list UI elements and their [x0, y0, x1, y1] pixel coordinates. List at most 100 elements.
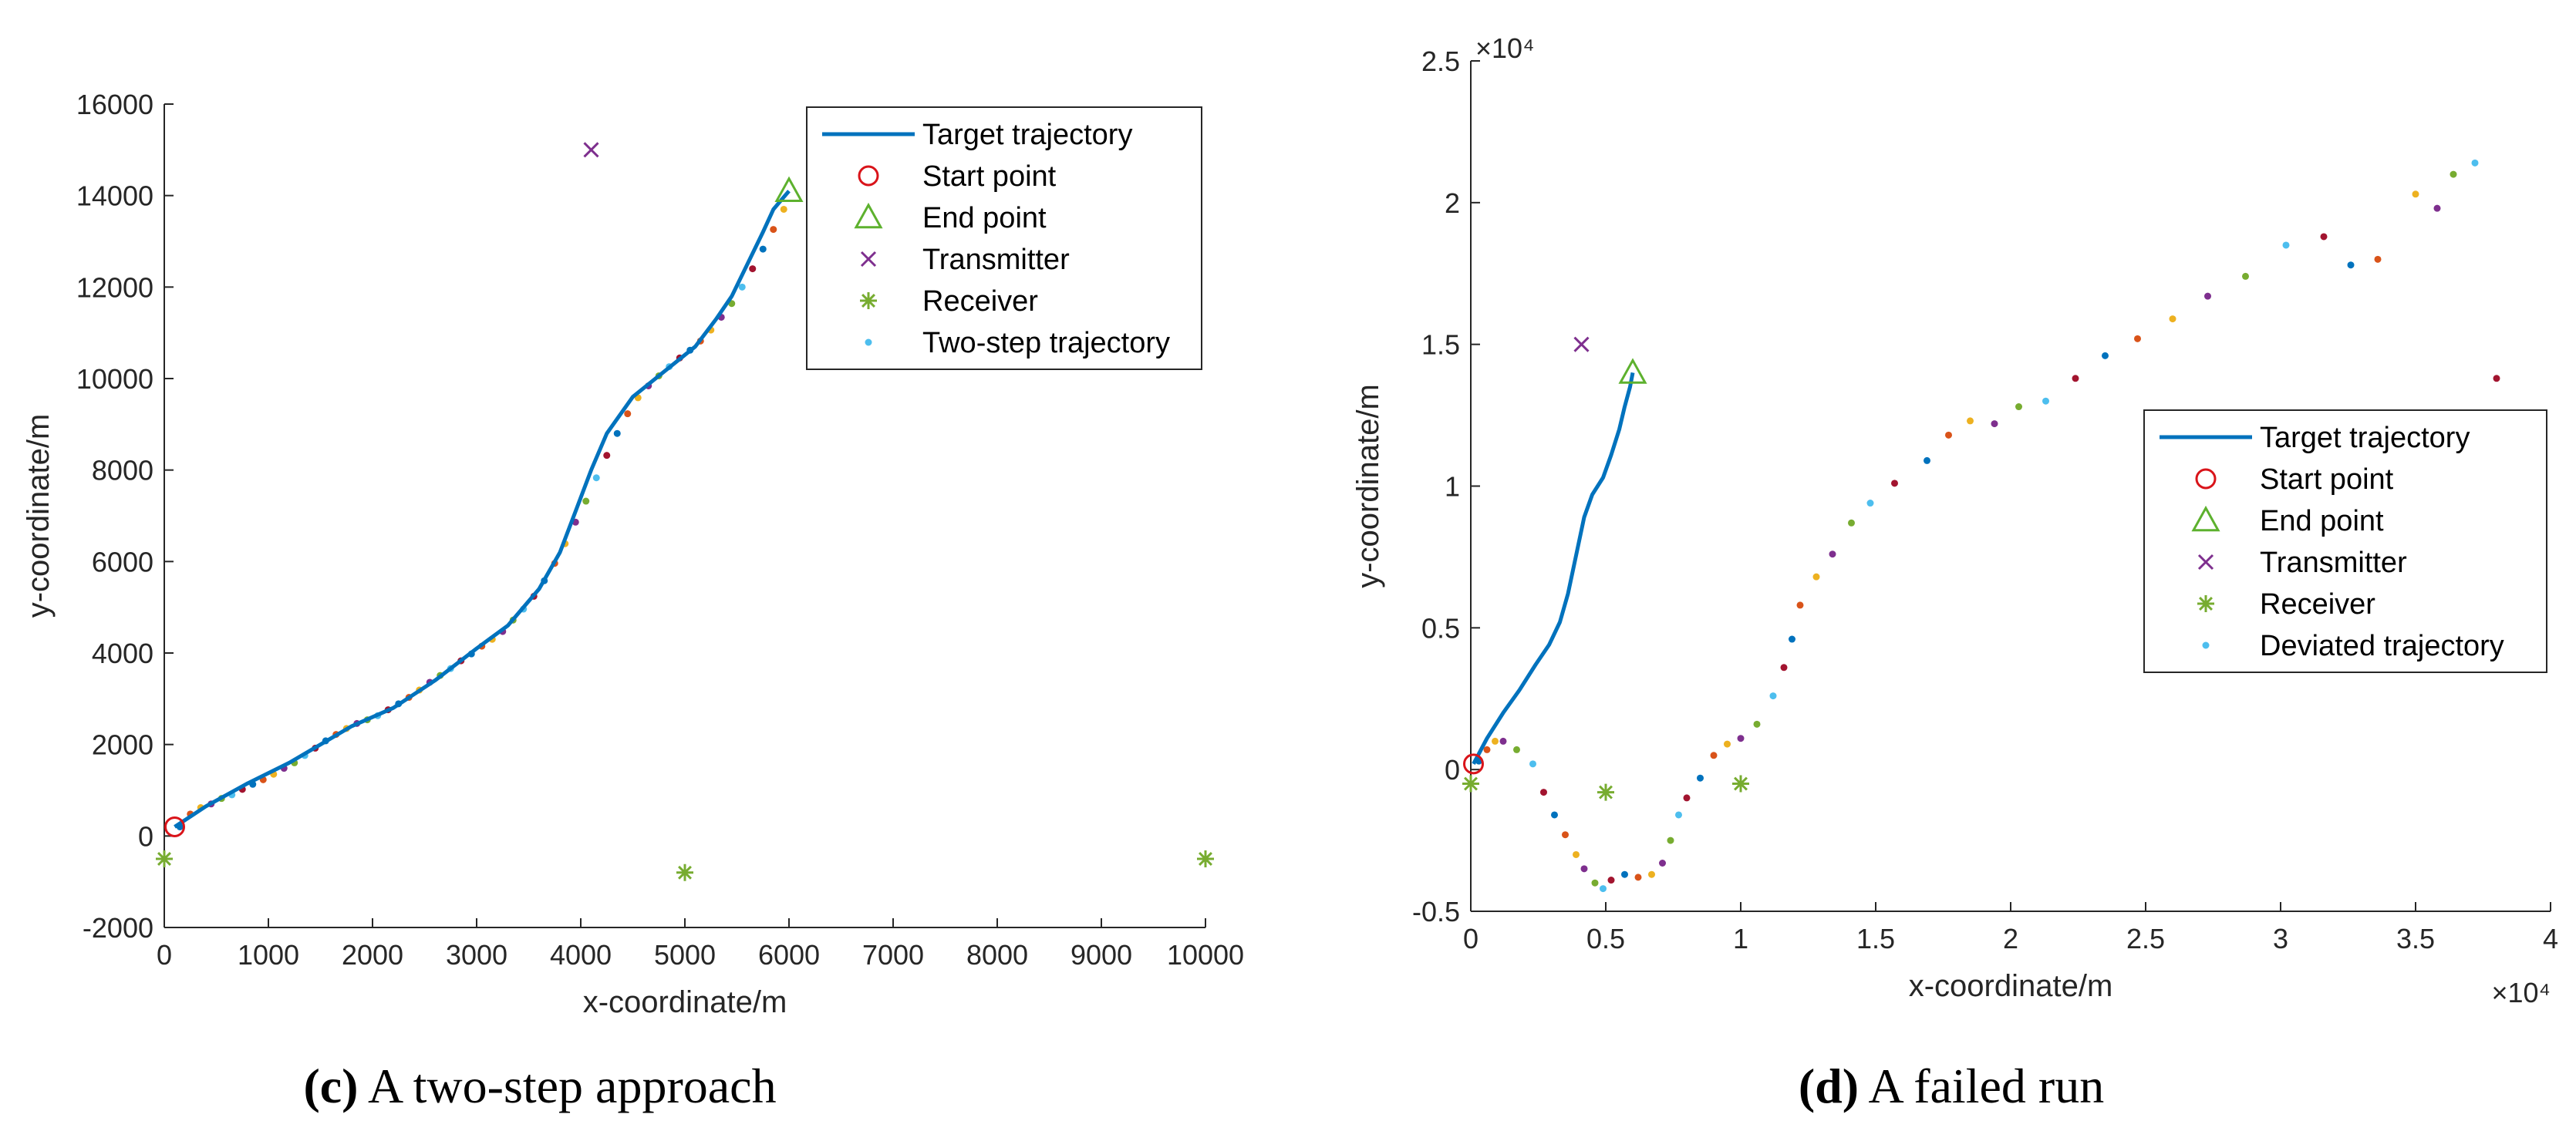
transmitter-marker — [583, 142, 599, 158]
trajectory-dot — [1675, 811, 1682, 819]
legend-label: Target trajectory — [2260, 422, 2470, 454]
trajectory-dot — [1562, 831, 1569, 839]
trajectory-dot — [1540, 789, 1547, 796]
x-tick-label: 3000 — [446, 939, 507, 971]
x-axis-multiplier: ×10⁴ — [2491, 977, 2551, 1008]
legend-label: Receiver — [2260, 588, 2375, 621]
x-tick-label: 9000 — [1071, 939, 1132, 971]
y-tick-label: 2 — [1445, 187, 1460, 219]
trajectory-dot — [1621, 870, 1628, 878]
trajectory-dot — [1924, 456, 1930, 464]
trajectory-dot — [2450, 170, 2457, 178]
trajectory-dot — [1737, 735, 1745, 742]
trajectory-dot — [2493, 375, 2500, 382]
receiver-marker — [1597, 783, 1614, 801]
x-tick-label: 1000 — [238, 939, 299, 971]
receiver-marker — [1197, 850, 1214, 867]
receiver-marker — [1462, 775, 1479, 793]
trajectory-dot — [1551, 811, 1558, 819]
x-tick-label: 4 — [2543, 923, 2558, 954]
trajectory-dot — [1945, 431, 1952, 439]
legend-swatch-rx — [2197, 595, 2214, 612]
trajectory-dot — [1697, 774, 1704, 782]
legend-swatch-end — [854, 202, 883, 229]
y-tick-label: 16000 — [76, 89, 153, 120]
y-tick-label: 14000 — [76, 180, 153, 212]
caption-c: (c) A two-step approach — [303, 1059, 776, 1113]
legend-label: Target trajectory — [922, 119, 1132, 151]
trajectory-dot — [1683, 794, 1691, 802]
trajectory-dot — [2102, 352, 2109, 359]
y-tick-label: 4000 — [92, 638, 153, 669]
x-tick-label: 3 — [2273, 923, 2288, 954]
trajectory-dot — [1789, 635, 1795, 643]
trajectory-dot — [2282, 241, 2290, 249]
x-tick-label: 7000 — [862, 939, 924, 971]
panel-c-two-step-approach: 0 1000 2000 3000 4000 5000 6000 7000 8000 9000 100… — [22, 89, 1244, 1019]
y-tick-label: 12000 — [76, 271, 153, 303]
x-tick-label: 5000 — [654, 939, 716, 971]
panel-d-failed-run: 0 0.5 1 1.5 2 2.5 3 3.5 4-0.500.511.522.5x-coord… — [1351, 32, 2558, 1008]
transmitter-marker — [1573, 336, 1590, 352]
x-tick-label: 1.5 — [1856, 923, 1895, 954]
y-tick-label: 2000 — [92, 729, 153, 761]
y-tick-label: 0 — [1445, 754, 1460, 786]
trajectory-dot — [1796, 601, 1804, 609]
trajectory-dot — [2042, 397, 2049, 405]
trajectory-dot — [2169, 315, 2176, 323]
trajectory-dot — [1848, 519, 1855, 527]
trajectory-dot — [1529, 760, 1536, 768]
trajectory-dot — [1812, 573, 1820, 581]
y-tick-label: -0.5 — [1412, 896, 1460, 927]
trajectory-dot — [1499, 737, 1507, 745]
trajectory-dot — [1866, 500, 1874, 507]
trajectory-dot — [1513, 746, 1520, 753]
legend-label: Two-step trajectory — [922, 327, 1170, 359]
x-tick-label: 1 — [1733, 923, 1748, 954]
trajectory-dot — [749, 265, 757, 273]
legend-label: Transmitter — [922, 244, 1070, 276]
legend-swatch-dot — [865, 338, 872, 346]
legend-label: End point — [922, 202, 1047, 234]
trajectory-dot — [613, 429, 621, 437]
y-tick-label: 1.5 — [1421, 329, 1460, 361]
trajectory-dot — [1753, 720, 1761, 728]
trajectory-dot — [2471, 159, 2479, 167]
caption-d: (d) A failed run — [1799, 1059, 2104, 1113]
x-tick-label: 0 — [1463, 923, 1479, 954]
trajectory-dot — [2242, 272, 2249, 280]
y-tick-label: -2000 — [83, 912, 153, 944]
y-tick-label: 6000 — [92, 546, 153, 577]
legend-swatch-start — [858, 165, 879, 187]
trajectory-dot — [1483, 746, 1491, 753]
legend-label: Start point — [2260, 463, 2394, 496]
legend-box — [2143, 409, 2547, 673]
trajectory-dot — [2320, 233, 2328, 241]
legend-swatch-dot — [2202, 641, 2210, 649]
x-tick-label: 8000 — [966, 939, 1028, 971]
trajectory-dot — [1648, 870, 1655, 878]
trajectory-dot — [1667, 837, 1674, 844]
trajectory-dot — [1580, 865, 1588, 873]
legend-swatch-end — [2191, 505, 2220, 532]
trajectory-dot — [1600, 885, 1607, 893]
legend: Target trajectory Start point End point Tra… — [2143, 409, 2547, 673]
trajectory-dot — [592, 474, 600, 482]
x-tick-label: 6000 — [758, 939, 820, 971]
trajectory-dot — [1659, 859, 1666, 867]
x-tick-label: 2 — [2003, 923, 2018, 954]
legend-swatch-tx — [2197, 554, 2214, 571]
trajectory-dot — [582, 497, 590, 505]
start-point-marker — [1463, 753, 1484, 775]
y-tick-label: 8000 — [92, 455, 153, 486]
trajectory-dot — [1769, 692, 1777, 700]
x-tick-label: 0.5 — [1586, 923, 1625, 954]
legend-label: Receiver — [922, 285, 1038, 318]
x-axis-label: x-coordinate/m — [1909, 969, 2113, 1003]
legend-label: Start point — [922, 160, 1057, 193]
trajectory-dot — [2347, 261, 2355, 269]
trajectory-dot — [770, 226, 777, 234]
legend-swatch-rx — [860, 292, 877, 309]
trajectory-dot — [1607, 877, 1615, 884]
